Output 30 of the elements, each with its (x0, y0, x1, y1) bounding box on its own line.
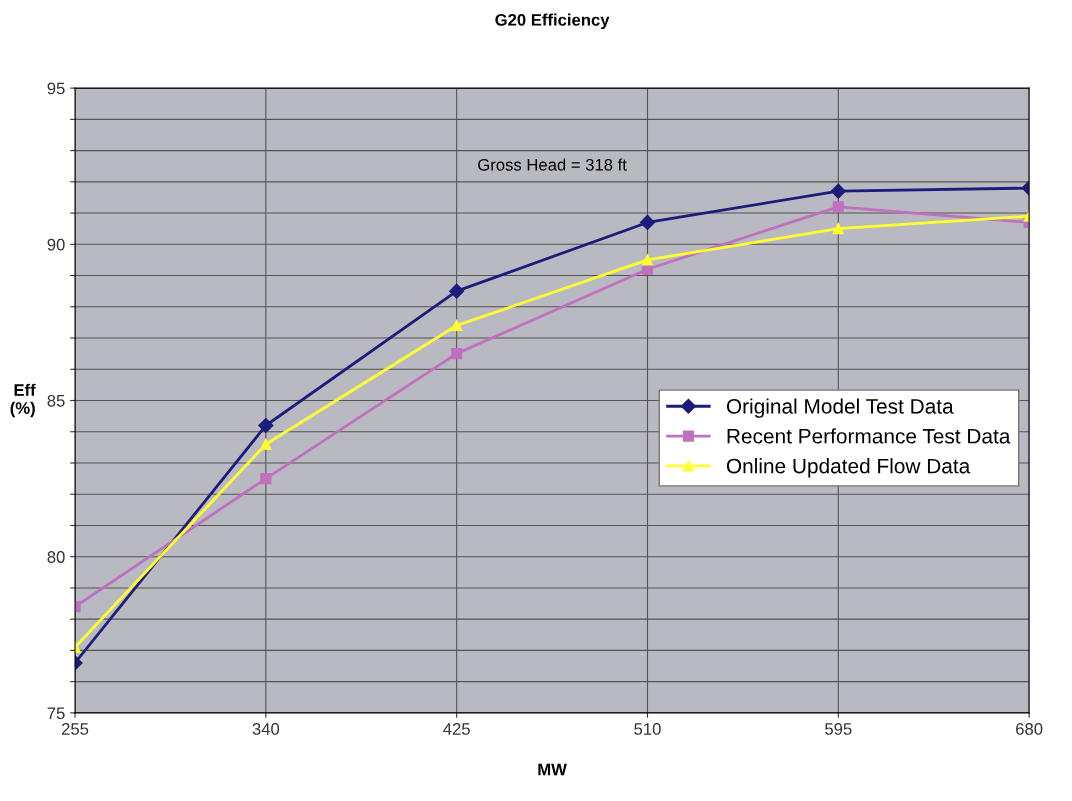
y-tick-label: 80 (47, 551, 65, 563)
y-tick-label: 90 (47, 238, 65, 251)
x-tick-label: 595 (825, 723, 852, 735)
x-tick-label: 340 (252, 723, 280, 735)
y-tick-label: 95 (47, 82, 65, 95)
point (641, 263, 654, 275)
point (832, 201, 844, 213)
x-tick-label: 425 (443, 723, 470, 735)
point (832, 223, 844, 235)
legend-label: Original Model Test Data (726, 398, 954, 418)
x-tick-label: 510 (634, 723, 661, 735)
x-tick-label: 680 (1016, 723, 1043, 735)
point (641, 254, 654, 266)
y-tick-label: 75 (47, 707, 65, 720)
point (258, 417, 274, 434)
y-axis-title: Eff (%) (10, 383, 36, 418)
annotation: Gross Head = 318 ft (478, 158, 627, 171)
point (449, 283, 465, 299)
legend-label: Recent Performance Test Data (727, 428, 1011, 444)
x-axis-title: MW (538, 763, 567, 776)
point (639, 214, 656, 231)
point (260, 438, 272, 450)
y-tick-label: 85 (47, 394, 65, 407)
point (451, 319, 463, 332)
legend-label: Online Updated Flow Data (726, 458, 971, 478)
point (260, 473, 272, 485)
x-tick-label: 255 (61, 723, 89, 735)
point (451, 348, 463, 360)
point (830, 183, 846, 199)
chart-title: G20 Efficiency (495, 13, 610, 30)
